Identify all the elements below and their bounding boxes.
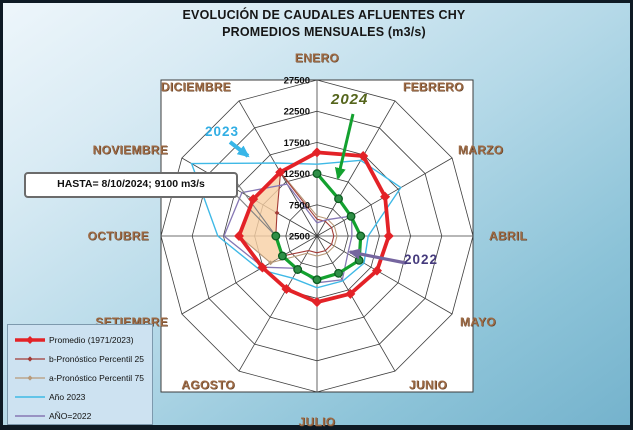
- chart-legend: Promedio (1971/2023) b-Pronóstico Percent…: [7, 324, 153, 425]
- annotation-2023: 2023: [205, 124, 240, 139]
- marker-diamond: [380, 191, 391, 202]
- legend-label: Promedio (1971/2023): [49, 334, 134, 345]
- marker-circle: [293, 265, 303, 274]
- callout-leader: [233, 192, 277, 237]
- arrow-2024: [334, 113, 355, 180]
- grid-spoke: [238, 235, 318, 372]
- chart-title-line1: EVOLUCIÓN DE CAUDALES AFLUENTES CHY: [182, 8, 466, 22]
- series-2024: [274, 172, 363, 282]
- legend-label: AÑO=2022: [49, 410, 92, 421]
- marker-diamond: [274, 210, 280, 216]
- legend-line-sample: [15, 374, 45, 381]
- legend-entry-2: a-Pronóstico Percentil 75: [8, 368, 152, 387]
- series-2023: [190, 159, 402, 289]
- month-label-noviembre: NOVIEMBRE: [93, 143, 168, 157]
- axis-tick-label: 7500: [289, 200, 310, 211]
- marker-circle: [312, 275, 322, 285]
- annotation-2024: 2024: [331, 91, 369, 108]
- axis-tick-label: 17500: [284, 138, 310, 149]
- marker-diamond: [257, 262, 268, 273]
- marker-diamond: [268, 260, 273, 266]
- legend-label: a-Pronóstico Percentil 75: [49, 372, 144, 383]
- month-label-abril: ABRIL: [489, 229, 527, 243]
- annotation-2022: 2022: [404, 252, 439, 267]
- chart-title-line2: PROMEDIOS MENSUALES (m3/s): [222, 25, 426, 39]
- marker-diamond: [383, 231, 394, 241]
- legend-line-sample: [15, 414, 45, 417]
- marker-circle: [312, 169, 322, 179]
- grid-spoke: [316, 235, 453, 315]
- grid-spoke: [316, 100, 396, 237]
- grid-spoke: [316, 235, 396, 372]
- legend-entry-0: Promedio (1971/2023): [8, 330, 152, 349]
- forecast-band: [239, 171, 283, 263]
- grid-spoke: [238, 100, 318, 237]
- axis-tick-label: 27500: [284, 76, 310, 87]
- marker-diamond: [312, 297, 322, 308]
- month-label-agosto: AGOSTO: [181, 378, 235, 392]
- marker-diamond: [371, 265, 382, 276]
- legend-label: Año 2023: [49, 391, 86, 402]
- marker-diamond: [281, 283, 292, 294]
- marker-diamond: [234, 231, 244, 241]
- legend-entry-3: Año 2023: [8, 387, 152, 406]
- marker-diamond: [312, 147, 322, 158]
- month-label-julio: JULIO: [299, 415, 336, 429]
- month-label-diciembre: DICIEMBRE: [161, 80, 231, 94]
- arrow-2022: [348, 248, 407, 265]
- legend-entry-4: AÑO=2022: [8, 406, 152, 425]
- marker-diamond: [358, 151, 369, 162]
- legend-entry-1: b-Pronóstico Percentil 25: [8, 349, 152, 368]
- marker-circle: [354, 255, 364, 265]
- hasta-callout: HASTA= 8/10/2024; 9100 m3/s: [24, 172, 238, 198]
- month-label-mayo: MAYO: [460, 315, 496, 329]
- month-label-octubre: OCTUBRE: [88, 229, 149, 243]
- axis-tick-label: 22500: [284, 107, 310, 118]
- month-label-febrero: FEBRERO: [403, 80, 464, 94]
- legend-line-sample: [15, 355, 45, 362]
- marker-diamond: [248, 194, 259, 205]
- month-label-marzo: MARZO: [458, 143, 504, 157]
- legend-label: b-Pronóstico Percentil 25: [49, 353, 144, 364]
- marker-circle: [271, 231, 281, 241]
- chart-title: EVOLUCIÓN DE CAUDALES AFLUENTES CHY PROM…: [14, 7, 633, 41]
- marker-circle: [277, 251, 287, 261]
- marker-circle: [356, 231, 366, 241]
- marker-circle: [334, 268, 343, 278]
- grid-spoke: [181, 235, 318, 315]
- callout-leader: [233, 178, 277, 237]
- marker-diamond: [275, 167, 286, 178]
- marker-circle: [334, 194, 343, 204]
- legend-line-sample: [15, 395, 45, 398]
- arrow-2023: [228, 140, 250, 158]
- legend-line-sample: [15, 335, 45, 344]
- month-label-junio: JUNIO: [409, 378, 447, 392]
- month-label-enero: ENERO: [295, 51, 339, 65]
- axis-tick-label: 12500: [284, 169, 310, 180]
- grid-spoke: [181, 157, 318, 237]
- marker-circle: [346, 211, 356, 221]
- marker-diamond: [345, 288, 356, 299]
- axis-tick-label: 2500: [289, 232, 310, 243]
